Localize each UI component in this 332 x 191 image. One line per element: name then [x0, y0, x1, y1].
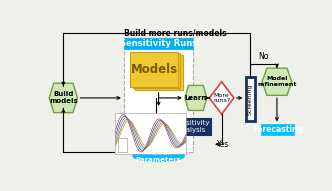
Text: Yes: Yes: [217, 140, 229, 149]
FancyBboxPatch shape: [130, 52, 178, 87]
FancyBboxPatch shape: [133, 53, 181, 88]
FancyBboxPatch shape: [246, 77, 255, 121]
Text: Sensitivity
analysis: Sensitivity analysis: [173, 121, 209, 134]
FancyBboxPatch shape: [124, 38, 193, 49]
Text: More
runs?: More runs?: [213, 92, 230, 103]
Text: Sensitivity Runs: Sensitivity Runs: [120, 39, 197, 48]
FancyBboxPatch shape: [135, 55, 183, 90]
FancyBboxPatch shape: [124, 38, 193, 152]
Text: Model
Parameters: Model Parameters: [136, 150, 182, 163]
FancyBboxPatch shape: [171, 118, 211, 135]
Text: Build more runs/models: Build more runs/models: [124, 29, 227, 38]
Text: Learn: Learn: [185, 95, 207, 101]
Text: Build
models: Build models: [49, 91, 78, 104]
Polygon shape: [262, 68, 292, 95]
Polygon shape: [209, 82, 234, 114]
Polygon shape: [185, 85, 207, 110]
Polygon shape: [49, 83, 78, 113]
Text: No: No: [258, 52, 269, 61]
FancyBboxPatch shape: [262, 124, 294, 135]
Ellipse shape: [133, 151, 184, 162]
Text: Forecasting: Forecasting: [252, 125, 303, 134]
FancyBboxPatch shape: [118, 138, 127, 152]
Text: Screening: Screening: [248, 84, 253, 115]
Text: Models: Models: [131, 63, 178, 76]
Text: Model
refinement: Model refinement: [257, 76, 296, 87]
